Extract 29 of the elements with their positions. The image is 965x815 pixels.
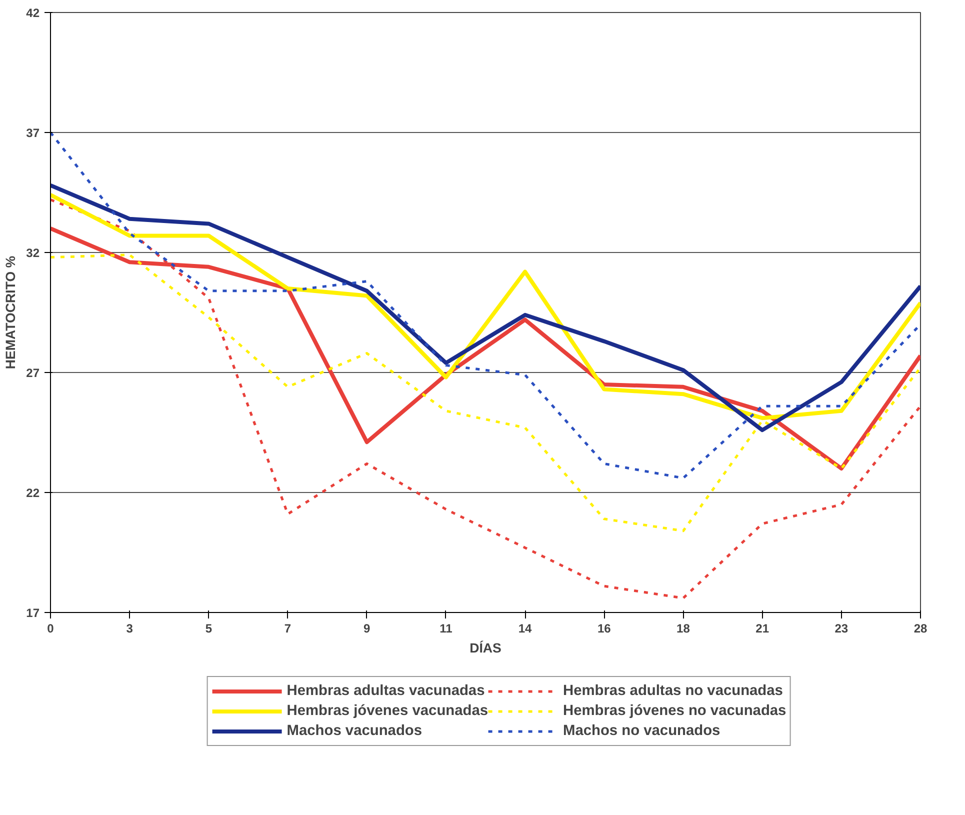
legend-label: Hembras jóvenes vacunadas: [286, 702, 488, 718]
x-tick-label: 9: [364, 622, 371, 636]
x-tick-label: 7: [284, 622, 292, 636]
legend-label: Machos no vacunados: [563, 722, 720, 738]
x-tick-label: 21: [756, 622, 770, 636]
x-tick-label: 28: [914, 622, 928, 636]
x-tick-label: 3: [126, 622, 134, 636]
line-series: [50, 198, 920, 600]
y-tick-label: 27: [26, 366, 40, 380]
x-tick-label: 18: [676, 622, 690, 636]
legend-label: Machos vacunados: [286, 722, 422, 738]
x-tick-label: 23: [834, 622, 848, 636]
line-series: [50, 131, 920, 480]
x-tick-label: 11: [440, 622, 453, 636]
legend-label: Hembras adultas vacunadas: [286, 682, 485, 698]
x-tick-label: 5: [205, 622, 212, 636]
y-tick-label: 22: [26, 486, 40, 500]
y-tick-label: 37: [26, 126, 40, 140]
y-tick-label: 17: [26, 606, 40, 620]
y-tick-label: 32: [26, 246, 40, 260]
x-tick-label: 16: [597, 622, 612, 636]
x-tick-label: 0: [47, 622, 54, 636]
x-tick-label: 14: [518, 622, 532, 636]
y-axis-title: HEMATOCRITO %: [3, 256, 18, 370]
legend-label: Hembras jóvenes no vacunadas: [563, 702, 786, 718]
legend-label: Hembras adultas no vacunadas: [563, 682, 783, 698]
y-tick-label: 42: [26, 6, 40, 20]
line-series: [50, 254, 920, 532]
x-axis-title: DÍAS: [470, 640, 502, 656]
